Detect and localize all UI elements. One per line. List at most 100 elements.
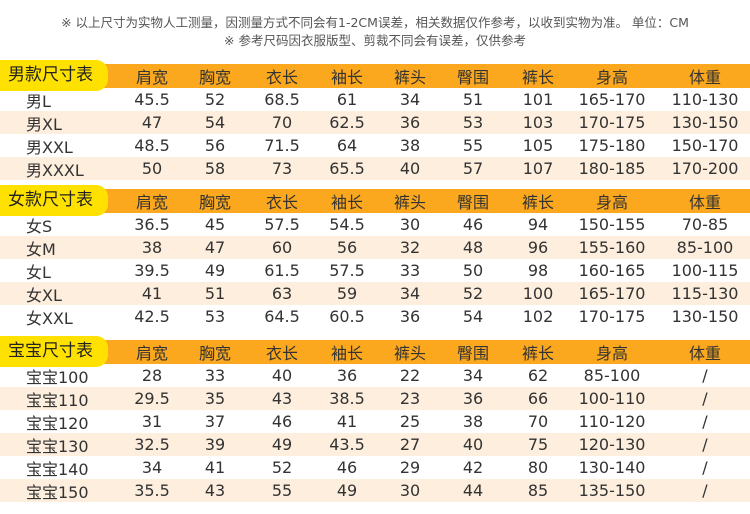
table-cell: 32.5 [134,435,170,454]
size-label: 宝宝110 [26,390,89,410]
table-cell: 53 [462,113,484,132]
size-label: 男XXL [26,137,73,157]
table-cell: 70 [527,412,549,431]
table-cell: 38 [399,136,421,155]
table-cell: 61.5 [264,261,300,280]
table-cell: 54 [204,113,226,132]
table-cell: 35.5 [134,481,170,500]
table-cell: 25 [399,412,421,431]
table-title: 宝宝尺寸表 [0,336,108,367]
table-cell: 85-100 [676,238,734,257]
column-header: 袖长 [330,193,364,212]
table-cell: 160-165 [578,261,646,280]
table-cell: 107 [522,159,554,178]
table-header: 宝宝尺寸表 肩宽 胸宽 衣长 袖长 裤头 臀围 裤长 身高 体重 [0,336,750,367]
column-header: 裤头 [393,68,427,87]
table-cell: 100-115 [671,261,739,280]
table-cell: 170-175 [578,307,646,326]
table-cell: 42.5 [134,307,170,326]
table-cell: 34 [399,90,421,109]
column-header: 裤头 [393,344,427,363]
table-cell: 28 [141,366,163,385]
table-cell: 27 [399,435,421,454]
table-cell: 46 [336,458,358,477]
table-cell: 43 [204,481,226,500]
table-cell: 100-110 [578,389,646,408]
size-label: 女XXL [26,308,73,328]
table-cell: 30 [399,481,421,500]
table-row: 男XXL 48.5 56 71.5 64 38 55 105 175-180 150-170 [0,134,750,157]
table-cell: 42 [462,458,484,477]
table-cell: 34 [462,366,484,385]
table-cell: 36 [336,366,358,385]
table-cell: 22 [399,366,421,385]
table-cell: 39.5 [134,261,170,280]
table-cell: 52 [462,284,484,303]
table-cell: 54 [462,307,484,326]
table-header: 女款尺寸表 肩宽 胸宽 衣长 袖长 裤头 臀围 裤长 身高 体重 [0,185,750,216]
table-cell: 32 [399,238,421,257]
column-header: 胸宽 [198,193,232,212]
table-cell: 96 [527,238,549,257]
column-header: 袖长 [330,68,364,87]
table-cell: 29 [399,458,421,477]
table-row: 女S 36.5 45 57.5 54.5 30 46 94 150-155 70-85 [0,213,750,236]
table-cell: 48 [462,238,484,257]
size-label: 宝宝140 [26,459,89,479]
table-cell: 41 [141,284,163,303]
table-cell: 52 [204,90,226,109]
table-cell: 30 [399,215,421,234]
table-cell: 59 [336,284,358,303]
table-row: 女L 39.5 49 61.5 57.5 33 50 98 160-165 100-115 [0,259,750,282]
column-header: 体重 [688,68,722,87]
table-cell: 57.5 [329,261,365,280]
table-cell: 103 [522,113,554,132]
table-cell: 80 [527,458,549,477]
table-cell: 45 [204,215,226,234]
table-cell: 100 [522,284,554,303]
table-cell: 110-120 [578,412,646,431]
table-cell: 53 [204,307,226,326]
table-cell: 54.5 [329,215,365,234]
column-header: 肩宽 [135,344,169,363]
table-cell: 40 [462,435,484,454]
table-cell: 115-130 [671,284,739,303]
table-cell: 34 [399,284,421,303]
table-cell: 57 [462,159,484,178]
size-label: 女XL [26,285,62,305]
column-header: 肩宽 [135,68,169,87]
table-row: 宝宝150 35.5 43 55 49 30 44 85 135-150 / [0,479,750,502]
size-label: 男XL [26,114,62,134]
table-row: 男L 45.5 52 68.5 61 34 51 101 165-170 110-130 [0,88,750,111]
size-label: 男L [26,91,51,111]
size-label: 宝宝100 [26,367,89,387]
column-header: 衣长 [265,193,299,212]
size-label: 宝宝130 [26,436,89,456]
table-cell: / [702,435,708,454]
table-cell: 35 [204,389,226,408]
table-cell: / [702,366,708,385]
size-table-men: 男款尺寸表 肩宽 胸宽 衣长 袖长 裤头 臀围 裤长 身高 体重 男L 45.5 52 68.5 61 34… [0,60,750,180]
table-row: 宝宝100 28 33 40 36 22 34 62 85-100 / [0,364,750,387]
table-cell: 130-150 [671,113,739,132]
table-cell: / [702,389,708,408]
size-label: 宝宝150 [26,482,89,502]
table-cell: / [702,412,708,431]
table-cell: 55 [462,136,484,155]
table-cell: 50 [462,261,484,280]
table-cell: 49 [271,435,293,454]
table-row: 男XL 47 54 70 62.5 36 53 103 170-175 130-150 [0,111,750,134]
column-header: 体重 [688,344,722,363]
table-row: 宝宝110 29.5 35 43 38.5 23 36 66 100-110 / [0,387,750,410]
table-cell: 45.5 [134,90,170,109]
table-cell: 57.5 [264,215,300,234]
table-cell: 150-155 [578,215,646,234]
column-header: 裤长 [521,344,555,363]
column-header: 身高 [595,344,629,363]
table-cell: 64.5 [264,307,300,326]
table-cell: 165-170 [578,284,646,303]
table-cell: 38 [141,238,163,257]
table-cell: 101 [522,90,554,109]
table-cell: 170-175 [578,113,646,132]
